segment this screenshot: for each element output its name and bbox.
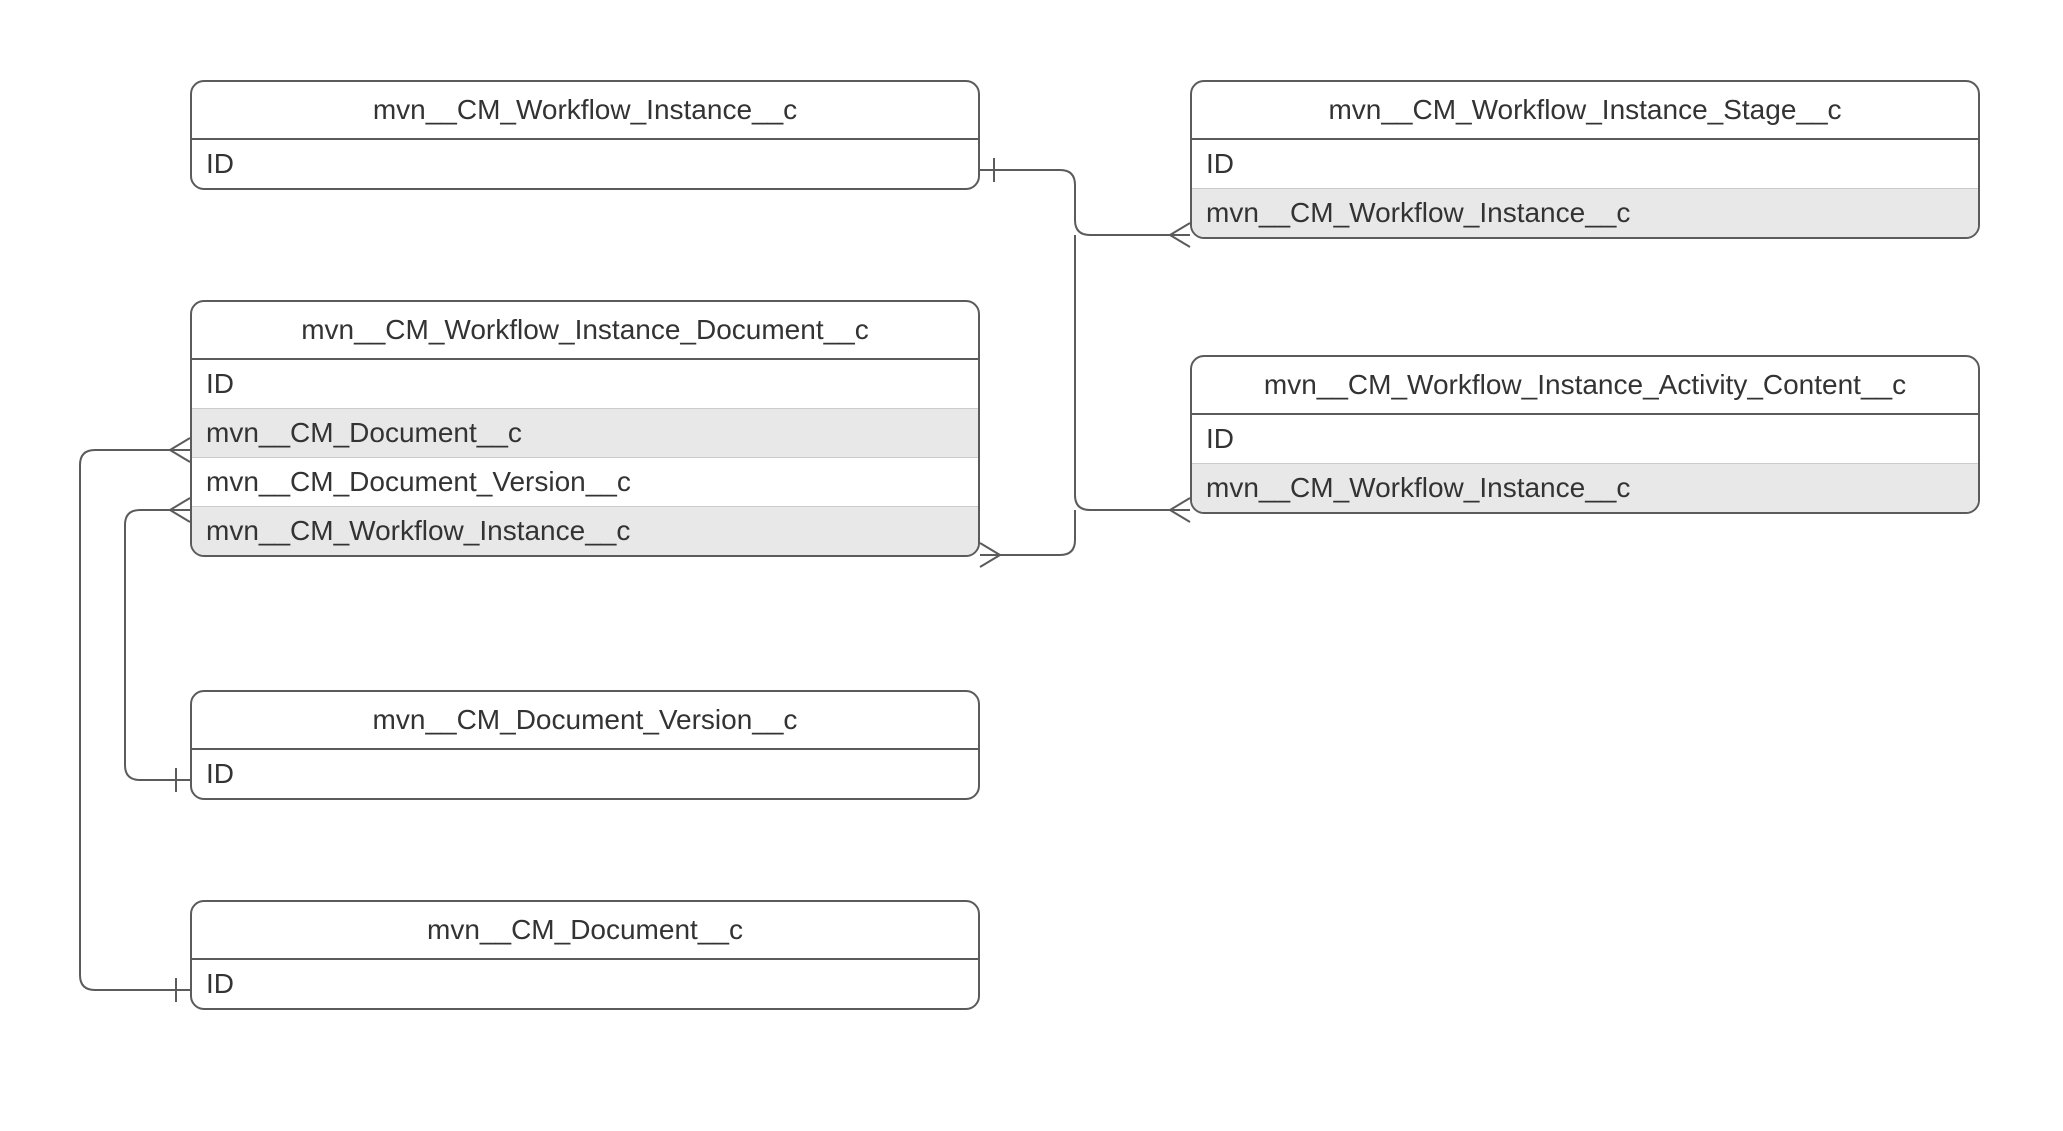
entity-row: ID [192, 360, 978, 409]
entity-workflow_instance_stage: mvn__CM_Workflow_Instance_Stage__cIDmvn_… [1190, 80, 1980, 239]
entity-title: mvn__CM_Document__c [192, 902, 978, 960]
entity-row: mvn__CM_Workflow_Instance__c [192, 507, 978, 555]
entity-row: ID [1192, 415, 1978, 464]
entity-row: mvn__CM_Document__c [192, 409, 978, 458]
edge-wi_to_stage [980, 170, 1190, 235]
entity-document_version: mvn__CM_Document_Version__cID [190, 690, 980, 800]
edge-wi_to_activity [1075, 235, 1190, 510]
entity-title: mvn__CM_Workflow_Instance__c [192, 82, 978, 140]
edge-wi_to_wid [980, 510, 1075, 555]
entity-title: mvn__CM_Workflow_Instance_Activity_Conte… [1192, 357, 1978, 415]
erd-canvas: mvn__CM_Workflow_Instance__cIDmvn__CM_Wo… [0, 0, 2063, 1131]
entity-row: ID [192, 140, 978, 188]
edge-doc_to_wid [80, 450, 190, 990]
entity-workflow_instance_document: mvn__CM_Workflow_Instance_Document__cIDm… [190, 300, 980, 557]
entity-row: mvn__CM_Workflow_Instance__c [1192, 464, 1978, 512]
entity-row: mvn__CM_Document_Version__c [192, 458, 978, 507]
entity-workflow_instance: mvn__CM_Workflow_Instance__cID [190, 80, 980, 190]
entity-row: mvn__CM_Workflow_Instance__c [1192, 189, 1978, 237]
entity-row: ID [192, 750, 978, 798]
entity-document: mvn__CM_Document__cID [190, 900, 980, 1010]
entity-workflow_instance_activity_content: mvn__CM_Workflow_Instance_Activity_Conte… [1190, 355, 1980, 514]
edge-dv_to_wid [125, 510, 190, 780]
entity-title: mvn__CM_Workflow_Instance_Document__c [192, 302, 978, 360]
entity-title: mvn__CM_Workflow_Instance_Stage__c [1192, 82, 1978, 140]
entity-row: ID [192, 960, 978, 1008]
entity-title: mvn__CM_Document_Version__c [192, 692, 978, 750]
entity-row: ID [1192, 140, 1978, 189]
